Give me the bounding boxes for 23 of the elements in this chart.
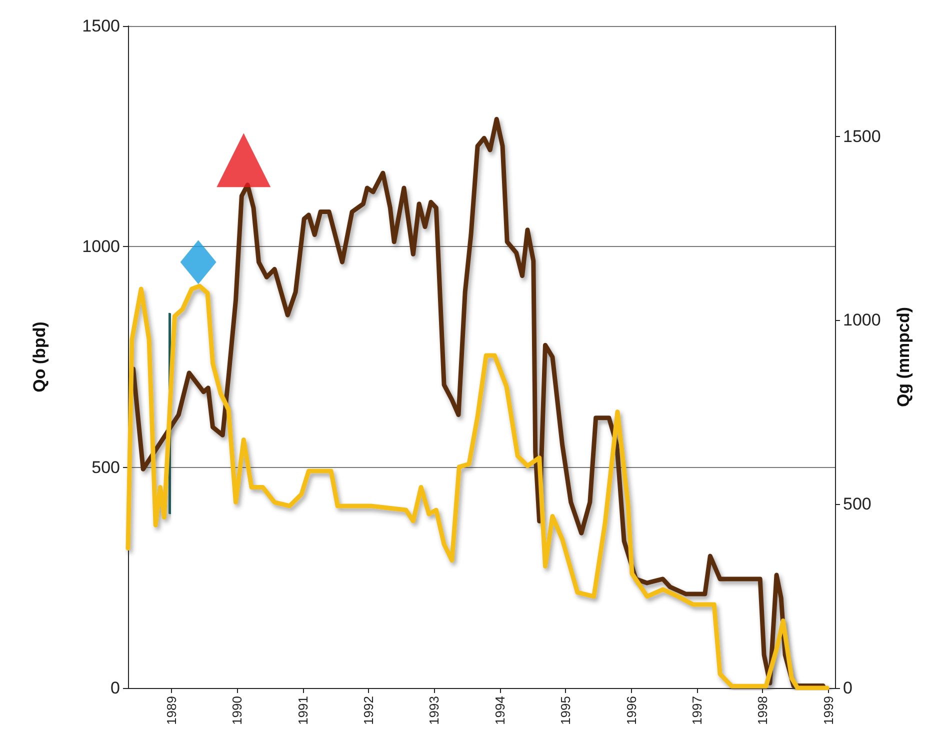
x-tick-label: 1995 <box>558 696 574 725</box>
x-tick-label: 1990 <box>230 696 245 725</box>
x-tick-label: 1998 <box>755 696 770 725</box>
x-tick-label: 1992 <box>360 696 376 725</box>
y2-tick-label: 0 <box>843 678 852 698</box>
x-tick-label: 1991 <box>295 696 310 725</box>
x-tick-label: 1997 <box>690 696 705 725</box>
y2-tick-label: 1000 <box>843 310 881 330</box>
y-tick-label: 500 <box>92 458 120 477</box>
y-tick-label: 1000 <box>82 237 120 256</box>
x-tick-label: 1996 <box>624 696 639 725</box>
x-tick-label: 1994 <box>492 696 508 725</box>
y-tick-label: 0 <box>110 678 120 698</box>
y2-axis-title: Qg (mmpcd) <box>894 306 913 408</box>
line-series <box>126 284 830 690</box>
x-tick-label: 1999 <box>820 696 836 725</box>
y-axis-title: Qo (bpd) <box>30 322 49 392</box>
y2-tick-label: 500 <box>843 494 872 514</box>
y-tick-label: 1500 <box>82 16 120 36</box>
x-tick-label: 1993 <box>426 696 442 725</box>
y2-tick-label: 1500 <box>843 126 881 146</box>
line-series <box>131 116 826 688</box>
x-tick-label: 1989 <box>164 696 179 725</box>
